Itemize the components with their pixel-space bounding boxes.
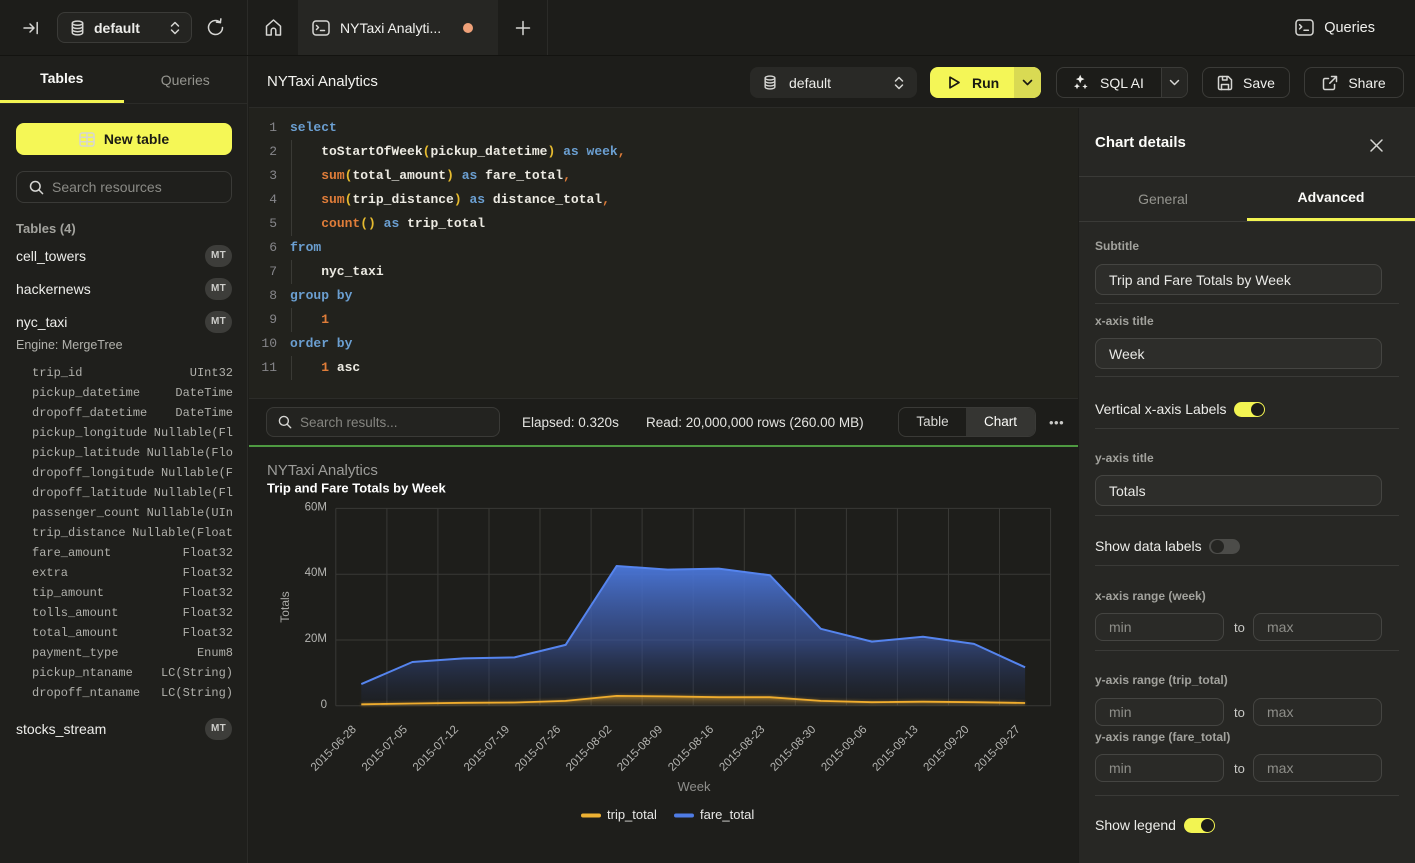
svg-text:2015-07-26: 2015-07-26	[513, 724, 563, 774]
svg-text:2015-09-27: 2015-09-27	[973, 724, 1023, 774]
svg-text:0: 0	[321, 699, 327, 711]
svg-text:20M: 20M	[305, 633, 327, 645]
svg-text:NYTaxi Analytics: NYTaxi Analytics	[267, 462, 378, 479]
svg-text:fare_total: fare_total	[700, 807, 754, 822]
svg-text:trip_total: trip_total	[607, 807, 657, 822]
svg-text:40M: 40M	[305, 567, 327, 579]
svg-text:60M: 60M	[305, 501, 327, 513]
svg-text:2015-08-16: 2015-08-16	[666, 724, 716, 774]
svg-text:2015-07-19: 2015-07-19	[462, 724, 512, 774]
svg-text:2015-09-20: 2015-09-20	[922, 724, 972, 774]
svg-text:Totals: Totals	[278, 591, 292, 622]
svg-text:2015-08-09: 2015-08-09	[615, 724, 665, 774]
svg-text:2015-07-12: 2015-07-12	[411, 724, 461, 774]
svg-text:2015-09-13: 2015-09-13	[871, 724, 921, 774]
svg-text:Trip and Fare Totals by Week: Trip and Fare Totals by Week	[267, 481, 446, 496]
svg-text:Week: Week	[678, 779, 711, 794]
svg-text:2015-09-06: 2015-09-06	[819, 724, 869, 774]
svg-text:2015-08-02: 2015-08-02	[564, 724, 614, 774]
svg-text:2015-08-23: 2015-08-23	[717, 724, 767, 774]
svg-text:2015-07-05: 2015-07-05	[360, 724, 410, 774]
svg-text:2015-08-30: 2015-08-30	[768, 724, 818, 774]
svg-text:2015-06-28: 2015-06-28	[309, 724, 359, 774]
